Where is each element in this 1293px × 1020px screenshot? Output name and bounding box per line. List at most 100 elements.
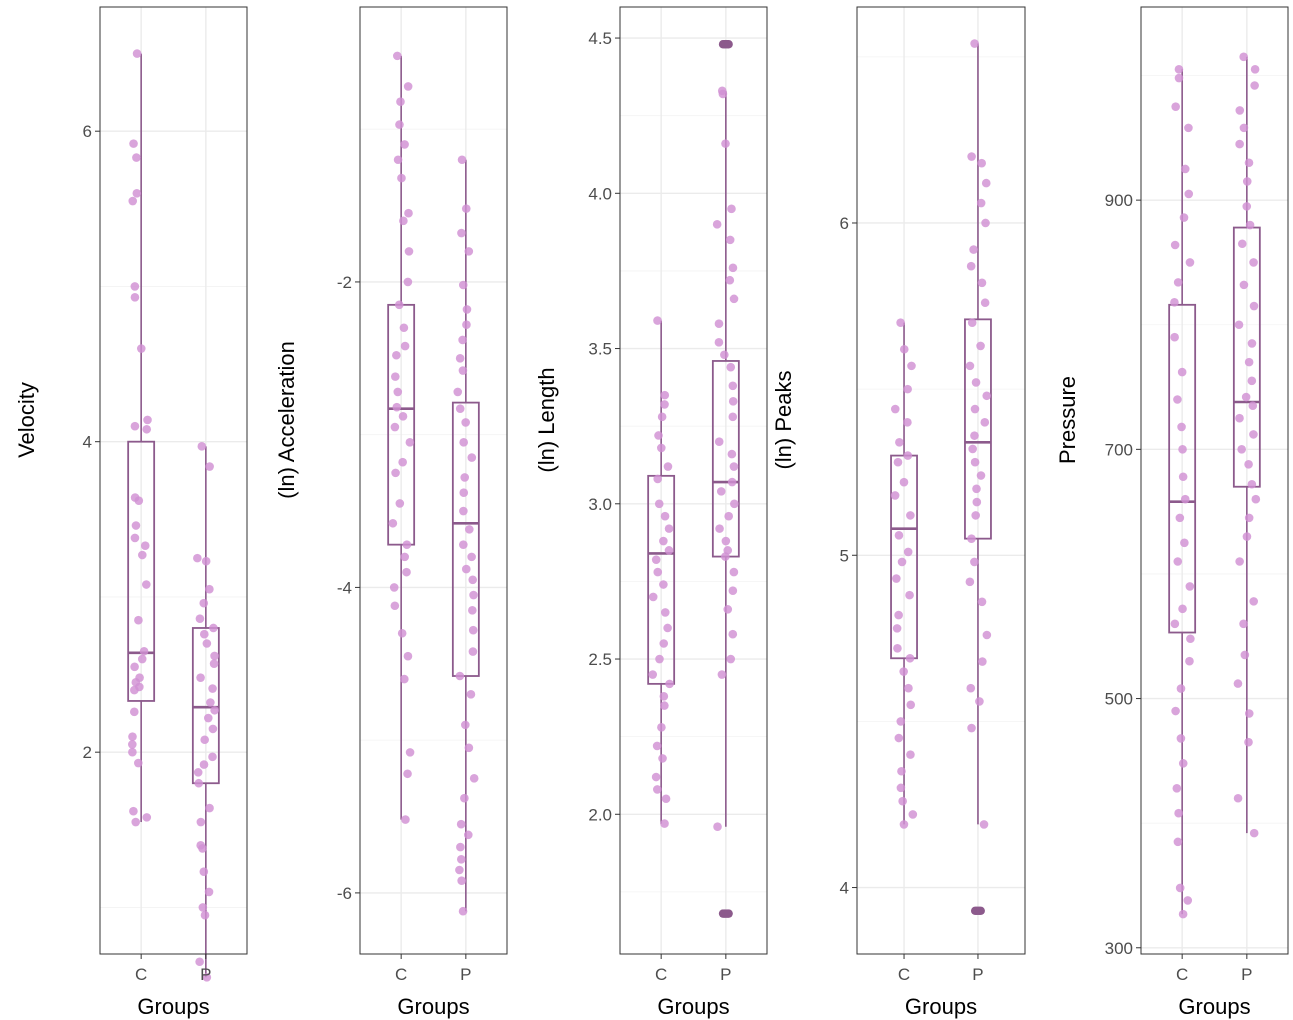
data-point <box>1244 737 1253 747</box>
data-point <box>1170 298 1179 307</box>
data-point <box>400 341 410 351</box>
data-point <box>659 580 668 589</box>
y-tick-label: 4.5 <box>588 29 612 48</box>
data-point <box>970 39 979 48</box>
y-tick-label: 3.5 <box>588 340 612 359</box>
data-point <box>128 196 138 206</box>
data-point <box>970 457 980 467</box>
y-tick-label: 5 <box>840 546 849 565</box>
data-point <box>712 220 722 229</box>
data-point <box>134 615 143 625</box>
data-point <box>729 567 739 577</box>
data-point <box>1244 513 1254 523</box>
x-tick-label: C <box>655 965 667 984</box>
data-point <box>661 794 671 804</box>
data-point <box>453 387 463 397</box>
data-point <box>967 152 976 161</box>
data-point <box>1180 538 1189 548</box>
outlier-point <box>976 906 985 916</box>
outlier-point <box>724 40 733 49</box>
data-point <box>140 541 150 551</box>
data-point <box>1249 301 1259 311</box>
data-point <box>1170 240 1180 250</box>
data-point <box>468 625 478 635</box>
data-point <box>657 723 666 732</box>
data-point <box>1250 81 1259 90</box>
data-point <box>128 732 137 741</box>
data-point <box>728 263 738 273</box>
data-point <box>727 449 737 459</box>
data-point <box>195 614 205 623</box>
data-point <box>648 670 658 679</box>
data-point <box>1178 909 1188 919</box>
data-point <box>457 228 466 238</box>
panel-3: 4 5 6 C P Groups (ln) Peaks <box>771 6 1026 1019</box>
data-point <box>198 903 208 912</box>
data-point <box>720 350 729 360</box>
data-point <box>131 521 141 530</box>
data-point <box>393 387 403 397</box>
data-point <box>1244 158 1254 168</box>
data-point <box>972 497 982 507</box>
data-point <box>130 421 140 431</box>
data-point <box>457 876 466 885</box>
data-point <box>906 511 915 520</box>
data-point <box>198 844 207 853</box>
data-point <box>467 453 477 462</box>
data-point <box>1173 278 1183 287</box>
data-point <box>896 318 905 327</box>
x-axis-title: Groups <box>905 994 977 1019</box>
data-point <box>725 275 735 285</box>
data-point <box>1235 413 1244 423</box>
data-point <box>664 524 674 533</box>
data-point <box>460 473 470 482</box>
data-point <box>143 415 152 425</box>
data-point <box>1247 479 1257 489</box>
y-tick-label: 900 <box>1105 191 1133 210</box>
data-point <box>906 750 915 759</box>
data-point <box>1235 557 1244 566</box>
data-point <box>976 471 986 480</box>
data-point <box>459 488 469 498</box>
data-point <box>903 451 913 460</box>
data-point <box>1247 339 1257 348</box>
data-point <box>137 654 147 664</box>
data-point <box>138 550 147 560</box>
data-point <box>202 972 212 982</box>
panel-border <box>619 6 768 955</box>
data-point <box>729 462 739 471</box>
data-point <box>210 651 219 661</box>
data-point <box>459 506 468 516</box>
data-point <box>654 499 664 509</box>
data-point <box>978 657 987 666</box>
data-point <box>1233 793 1243 803</box>
data-point <box>653 316 662 325</box>
data-point <box>208 752 217 762</box>
y-tick-label: 6 <box>83 122 92 141</box>
x-axis-title: Groups <box>137 994 209 1019</box>
data-point <box>403 82 413 91</box>
data-point <box>128 740 137 749</box>
data-point <box>1242 532 1252 541</box>
data-point <box>134 496 144 505</box>
data-point <box>139 646 149 656</box>
data-point <box>396 97 405 106</box>
data-point <box>466 690 476 699</box>
data-point <box>893 457 903 467</box>
data-point <box>201 556 211 566</box>
x-axis-title: Groups <box>397 994 469 1019</box>
x-tick-label: P <box>972 965 983 984</box>
data-point <box>1239 280 1249 290</box>
panel-border <box>359 6 508 955</box>
data-point <box>657 443 666 453</box>
data-point <box>651 772 661 782</box>
y-tick-label: 500 <box>1105 690 1133 709</box>
data-point <box>400 140 409 149</box>
data-point <box>658 754 667 763</box>
data-point <box>729 294 739 304</box>
data-point <box>1247 376 1257 386</box>
data-point <box>131 817 141 827</box>
data-point <box>209 659 219 668</box>
y-axis-title: Pressure <box>1055 376 1080 464</box>
data-point <box>465 525 474 534</box>
